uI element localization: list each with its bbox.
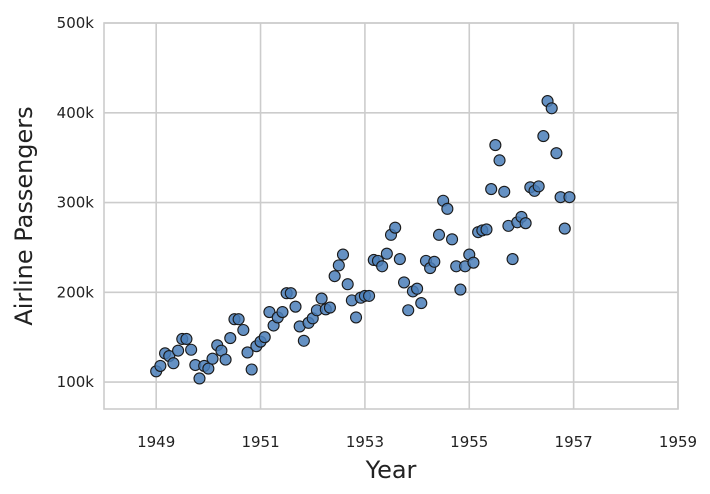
data-point [336, 248, 350, 261]
data-point [315, 292, 328, 305]
data-point [180, 332, 193, 346]
data-point [397, 276, 411, 289]
y-tick-label: 300k [57, 194, 95, 212]
x-tick-label: 1949 [137, 433, 175, 451]
y-tick-labels: 100k 200k 300k 400k 500k [57, 14, 95, 391]
data-point [563, 191, 576, 204]
data-point [489, 139, 502, 152]
y-tick-label: 500k [57, 14, 95, 32]
data-point [467, 256, 480, 269]
data-point [241, 346, 254, 359]
data-point [258, 331, 271, 344]
data-point [219, 353, 232, 366]
plot-frame [103, 22, 679, 410]
data-point [402, 304, 415, 317]
data-point [441, 202, 454, 215]
data-point [432, 228, 446, 241]
x-axis-title: Year [365, 456, 417, 484]
data-point [415, 297, 428, 310]
data-point [376, 260, 389, 273]
data-point [506, 253, 519, 266]
data-point [167, 357, 180, 370]
data-point [454, 283, 467, 296]
y-tick-label: 100k [57, 373, 95, 391]
data-point [545, 102, 558, 115]
data-point [558, 222, 571, 235]
data-point [363, 289, 376, 302]
data-point [537, 130, 550, 143]
data-point [328, 270, 341, 283]
data-point [393, 253, 406, 266]
data-point [232, 313, 245, 326]
data-point [224, 332, 237, 345]
x-tick-label: 1959 [659, 433, 697, 451]
x-tick-labels: 1949 1951 1953 1955 1957 1959 [137, 433, 697, 451]
data-point [332, 259, 345, 272]
data-point [172, 344, 185, 357]
data-point [193, 372, 206, 385]
data-point [485, 183, 498, 196]
data-point [498, 185, 511, 198]
data-point [411, 282, 424, 295]
data-point [245, 363, 258, 376]
data-point [389, 221, 402, 234]
data-point [446, 233, 459, 246]
data-point [480, 223, 493, 236]
y-tick-label: 200k [57, 283, 95, 301]
data-point [237, 323, 250, 337]
x-tick-label: 1957 [555, 433, 593, 451]
data-point [493, 154, 506, 167]
data-point [349, 311, 363, 324]
data-point [289, 300, 302, 313]
data-point [276, 306, 289, 319]
x-tick-label: 1953 [346, 433, 384, 451]
data-point [323, 301, 336, 314]
x-tick-label: 1955 [450, 433, 488, 451]
data-point [380, 247, 393, 260]
data-point [154, 359, 167, 372]
y-axis-title: Airline Passengers [10, 106, 38, 325]
data-point [532, 180, 545, 193]
y-tick-label: 400k [57, 104, 95, 122]
data-points [150, 95, 576, 385]
x-tick-label: 1951 [241, 433, 279, 451]
data-point [206, 352, 219, 365]
data-point [550, 147, 563, 160]
data-point [263, 306, 276, 319]
data-point [341, 278, 354, 291]
data-point [428, 255, 441, 268]
data-point [519, 217, 532, 230]
data-point [284, 287, 297, 300]
data-point [185, 343, 198, 356]
data-point [297, 334, 310, 347]
